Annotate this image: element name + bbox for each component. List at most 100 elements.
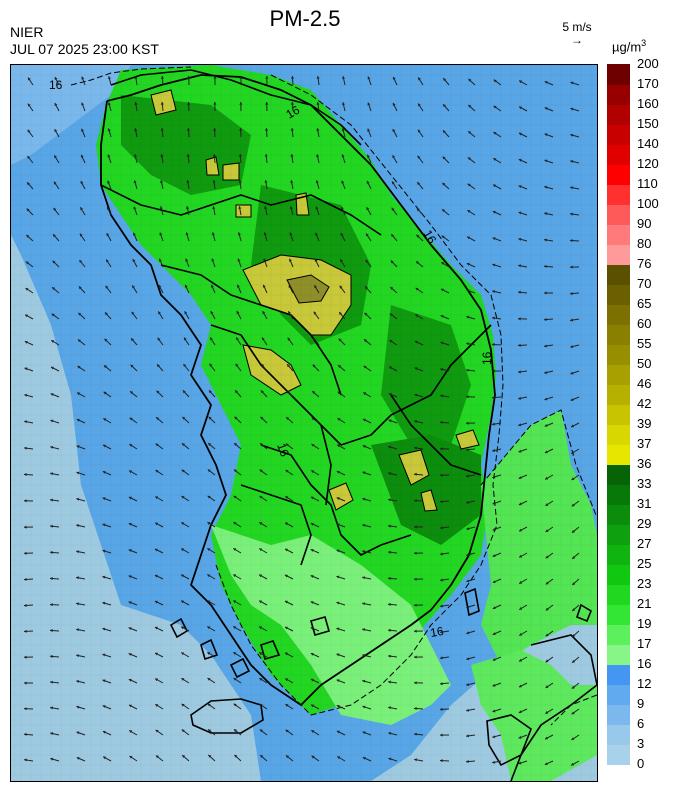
- wind-arrowhead: [313, 338, 317, 342]
- wind-arrowhead: [316, 128, 320, 131]
- legend-tick-label: 200: [637, 56, 659, 71]
- wind-arrowhead: [492, 422, 495, 426]
- pm25-map[interactable]: 16 16 16 16 16 16: [10, 64, 598, 782]
- wind-arrowhead: [24, 367, 28, 371]
- wind-arrowhead: [545, 659, 549, 663]
- wind-arrowhead: [128, 523, 132, 526]
- legend-swatch: [607, 244, 630, 265]
- wind-arrowhead: [519, 658, 523, 662]
- wind-arrowhead: [155, 443, 159, 447]
- wind-arrowhead: [362, 602, 365, 606]
- wind-arrowhead: [492, 580, 496, 583]
- wind-arrowhead: [492, 448, 496, 452]
- wind-arrowhead: [362, 497, 366, 501]
- wind-arrowhead: [440, 500, 443, 504]
- wind-arrowhead: [545, 529, 549, 532]
- wind-arrowhead: [181, 626, 185, 630]
- wind-arrowhead: [519, 632, 523, 636]
- wind-arrowhead: [466, 368, 469, 372]
- wind-arrowhead: [440, 578, 443, 582]
- wind-arrowhead: [76, 550, 79, 554]
- wind-arrowhead: [544, 265, 547, 268]
- wind-arrowhead: [519, 554, 523, 558]
- wind-arrowhead: [572, 582, 576, 585]
- wind-arrowhead: [363, 392, 367, 396]
- wind-arrowhead: [260, 390, 264, 394]
- wind-arrowhead: [24, 341, 28, 344]
- wind-arrowhead: [50, 654, 53, 658]
- wind-arrowhead: [362, 654, 366, 657]
- wind-arrowhead: [570, 133, 574, 137]
- wind-arrowhead: [265, 128, 269, 131]
- wind-arrowhead: [259, 522, 263, 525]
- wind-arrowhead: [24, 681, 27, 685]
- wind-arrowhead: [103, 444, 106, 448]
- wind-arrowhead: [128, 496, 132, 500]
- wind-arrowhead: [208, 443, 212, 446]
- wind-arrowhead: [311, 730, 315, 733]
- wind-arrowhead: [102, 471, 106, 474]
- legend-tick-label: 6: [637, 716, 645, 731]
- wind-arrowhead: [207, 548, 211, 551]
- wind-arrowhead: [76, 628, 79, 632]
- wind-arrowhead: [414, 758, 417, 762]
- wind-arrowhead: [570, 318, 573, 322]
- contour-label: 16: [284, 103, 303, 122]
- wind-arrowhead: [128, 601, 132, 605]
- wind-arrowhead: [286, 390, 290, 394]
- wind-arrowhead: [518, 317, 521, 321]
- wind-arrowhead: [81, 128, 84, 132]
- wind-arrowhead: [160, 154, 164, 157]
- legend-swatch: [607, 104, 630, 125]
- wind-arrowhead: [467, 157, 471, 161]
- wind-arrowhead: [544, 397, 548, 401]
- wind-arrowhead: [26, 235, 30, 238]
- wind-arrowhead: [52, 287, 56, 290]
- wind-arrowhead: [184, 284, 188, 288]
- legend-tick-label: 76: [637, 256, 652, 271]
- wind-arrowhead: [103, 756, 107, 760]
- wind-arrowhead: [77, 339, 81, 343]
- wind-arrowhead: [184, 337, 187, 341]
- wind-arrowhead: [50, 445, 54, 449]
- wind-arrowhead: [50, 419, 54, 423]
- wind-arrowhead: [286, 417, 290, 420]
- wind-arrowhead: [336, 549, 340, 553]
- wind-arrowhead: [81, 102, 85, 106]
- wind-arrowhead: [443, 130, 446, 134]
- wind-arrowhead: [466, 527, 470, 531]
- wind-arrowhead: [235, 390, 238, 394]
- wind-arrowhead: [128, 575, 132, 579]
- legend-swatch: [607, 624, 630, 645]
- wind-arrowhead: [310, 575, 314, 578]
- wind-arrowhead: [26, 208, 30, 212]
- wind-arrowhead: [287, 337, 291, 341]
- wind-arrowhead: [341, 128, 345, 132]
- wind-arrowhead: [102, 679, 106, 683]
- wind-arrowhead: [107, 76, 111, 80]
- wind-arrowhead: [337, 444, 341, 448]
- wind-arrowhead: [208, 729, 211, 733]
- wind-arrowhead: [544, 344, 547, 348]
- wind-arrowhead: [259, 600, 263, 604]
- wind-arrowhead: [342, 76, 346, 80]
- wind-arrowhead: [211, 258, 215, 262]
- wind-arrowhead: [236, 311, 240, 314]
- legend-tick-label: 19: [637, 616, 652, 631]
- legend-swatch: [607, 544, 630, 565]
- wind-arrowhead: [468, 78, 472, 82]
- wind-arrowhead: [156, 390, 160, 394]
- wind-arrowhead: [24, 732, 27, 736]
- legend-tick-label: 9: [637, 696, 645, 711]
- legend-swatch: [607, 424, 630, 445]
- wind-arrowhead: [210, 337, 213, 341]
- wind-arrowhead: [492, 658, 496, 661]
- wind-arrowhead: [54, 77, 58, 80]
- wind-arrowhead: [24, 420, 27, 424]
- wind-arrowhead: [440, 707, 443, 711]
- wind-arrowhead: [157, 337, 161, 341]
- wind-arrowhead: [233, 548, 237, 551]
- wind-arrowhead: [128, 627, 132, 630]
- wind-arrowhead: [27, 129, 31, 133]
- wind-arrowhead: [337, 391, 341, 395]
